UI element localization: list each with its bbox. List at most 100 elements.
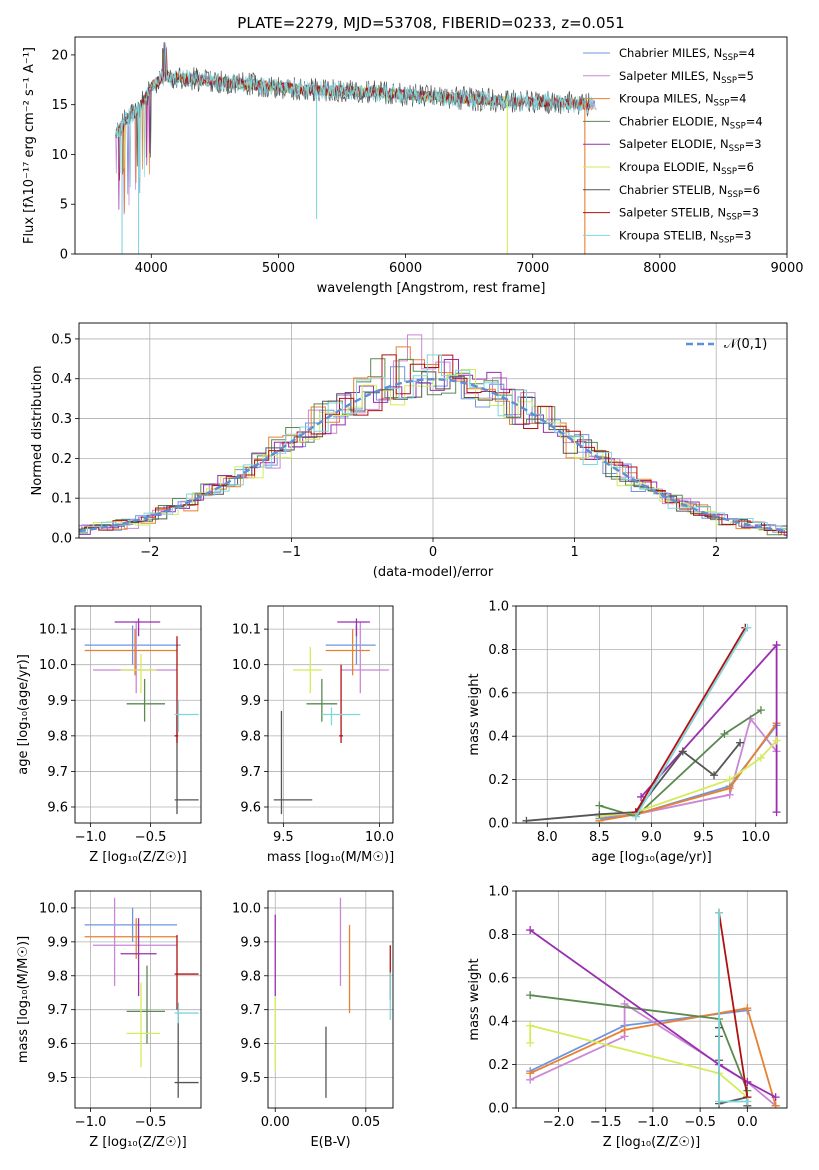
errorbars bbox=[273, 618, 390, 815]
legend-sub: SSP bbox=[730, 121, 746, 131]
errorbar-salpeter-stelib bbox=[339, 664, 343, 743]
legend-count: =3 bbox=[742, 206, 759, 220]
y-tick-label: 15 bbox=[51, 98, 68, 113]
legend-sub: SSP bbox=[726, 213, 742, 223]
weight-lines bbox=[526, 908, 780, 1108]
legend-name: Kroupa ELODIE, N bbox=[619, 160, 721, 174]
series-kroupa-miles bbox=[595, 719, 781, 823]
point-marker bbox=[526, 991, 535, 1000]
x-axis-label: (data-model)/error bbox=[373, 565, 494, 580]
legend-entry: Kroupa STELIB, NSSP=3 bbox=[619, 228, 751, 245]
y-axis-label: mass [log₁₀(M/M☉)] bbox=[16, 936, 31, 1063]
point-marker bbox=[743, 1097, 752, 1106]
x-axis-label: wavelength [Angstrom, rest frame] bbox=[317, 281, 546, 296]
errorbars bbox=[84, 897, 199, 1098]
y-tick-label: 0.4 bbox=[488, 1015, 509, 1030]
point-marker bbox=[595, 810, 604, 819]
legend-entry: Salpeter MILES, NSSP=5 bbox=[619, 69, 754, 86]
legend-name: Chabrier MILES, N bbox=[619, 46, 722, 60]
y-tick-label: 9.6 bbox=[240, 800, 261, 815]
x-axis-label: Z [log₁₀(Z/Z☉)] bbox=[89, 1135, 186, 1150]
x-tick-label: −1 bbox=[282, 545, 301, 560]
x-tick-label: 0.0 bbox=[737, 1115, 758, 1130]
point-marker bbox=[620, 1025, 629, 1034]
y-tick-label: 0.2 bbox=[488, 773, 509, 788]
legend-sub: SSP bbox=[719, 235, 735, 245]
errorbar-kroupa-elodie bbox=[126, 982, 161, 1068]
legend-label: 𝒩(0,1) bbox=[724, 337, 767, 352]
point-marker bbox=[725, 784, 734, 793]
histogram-salpeter-elodie bbox=[79, 359, 787, 536]
x-tick-label: −2 bbox=[140, 545, 159, 560]
y-tick-label: 0.1 bbox=[51, 492, 72, 507]
y-tick-label: 0.4 bbox=[488, 730, 509, 745]
errorbars bbox=[84, 618, 199, 815]
y-tick-label: 9.8 bbox=[240, 729, 261, 744]
point-marker bbox=[772, 736, 781, 745]
plot-frame bbox=[267, 605, 394, 824]
point-marker bbox=[526, 1021, 535, 1030]
y-tick-label: 0.2 bbox=[51, 452, 72, 467]
legend-count: =6 bbox=[737, 160, 754, 174]
series-line bbox=[529, 929, 777, 1098]
y-tick-label: 0.0 bbox=[488, 817, 509, 832]
x-tick-label: −0.5 bbox=[684, 1115, 716, 1130]
series-line bbox=[529, 1007, 777, 1107]
point-marker bbox=[772, 808, 781, 817]
errorbars bbox=[274, 897, 391, 1098]
series-line bbox=[635, 627, 749, 817]
legend-entry: Chabrier ELODIE, NSSP=4 bbox=[619, 114, 763, 131]
histograms bbox=[79, 334, 787, 536]
legend-count: =4 bbox=[746, 114, 763, 128]
x-axis-label: Z [log₁₀(Z/Z☉)] bbox=[603, 1135, 700, 1150]
point-marker bbox=[526, 1069, 535, 1078]
series-line bbox=[599, 724, 778, 820]
x-tick-label: 4000 bbox=[135, 261, 168, 276]
y-tick-label: 9.9 bbox=[240, 694, 261, 709]
point-marker bbox=[771, 1093, 780, 1102]
histogram-kroupa-stelib bbox=[79, 354, 787, 533]
x-tick-label: 8000 bbox=[643, 261, 676, 276]
series-line bbox=[599, 709, 762, 818]
spectrum-salpeter-stelib bbox=[115, 47, 591, 181]
point-marker bbox=[771, 1101, 780, 1108]
series-line bbox=[599, 722, 778, 822]
y-tick-label: 9.8 bbox=[240, 969, 261, 984]
series-line bbox=[599, 739, 778, 818]
y-tick-label: 10 bbox=[51, 148, 68, 163]
series-chabrier-elodie bbox=[595, 706, 765, 821]
legend-name: Kroupa STELIB, N bbox=[619, 228, 719, 242]
point-marker bbox=[756, 706, 765, 715]
errorbar-salpeter-elodie bbox=[337, 618, 370, 637]
residuals-panel: −2 −1 0 1 2 0.0 0.1 0.2 0.3 0.4 0.5 (data-model)/er… bbox=[30, 322, 788, 580]
y-tick-label: 10.1 bbox=[39, 623, 68, 638]
y-tick-label: 9.6 bbox=[47, 800, 68, 815]
x-tick-label: −1.0 bbox=[75, 1115, 107, 1130]
errorbar-salpeter-stelib bbox=[174, 935, 199, 1010]
errorbar-kroupa-elodie bbox=[120, 654, 157, 694]
y-tick-label: 9.6 bbox=[240, 1037, 261, 1052]
point-marker bbox=[756, 753, 765, 762]
y-tick-label: 10.0 bbox=[232, 658, 261, 673]
y-tick-label: 1.0 bbox=[488, 600, 509, 615]
series-line bbox=[718, 912, 749, 1098]
chart-title: PLATE=2279, MJD=53708, FIBERID=0233, z=0… bbox=[237, 14, 624, 32]
y-axis-label: age [log₁₀(age/yr)] bbox=[16, 654, 31, 775]
y-axis-label: mass weight bbox=[467, 673, 482, 755]
x-axis-label: E(B-V) bbox=[310, 1135, 350, 1150]
y-tick-label: 9.7 bbox=[47, 765, 68, 780]
mass-vs-extinction-panel: 0.00 0.05 9.5 9.6 9.7 9.8 9.9 10.0 E(B-V) bbox=[232, 890, 394, 1150]
legend-name: Salpeter ELODIE, N bbox=[619, 137, 729, 151]
y-tick-label: 9.8 bbox=[47, 969, 68, 984]
errorbar-salpeter-elodie bbox=[120, 918, 157, 997]
spectrum-lines bbox=[115, 42, 597, 254]
point-marker bbox=[678, 747, 687, 756]
errorbar-kroupa-stelib bbox=[321, 707, 361, 726]
y-tick-label: 9.7 bbox=[47, 1003, 68, 1018]
x-tick-label: 10.0 bbox=[741, 830, 770, 845]
plot-frame bbox=[74, 890, 202, 1109]
x-tick-label: 10.0 bbox=[365, 830, 394, 845]
x-tick-label: −0.5 bbox=[135, 830, 167, 845]
series-line bbox=[635, 627, 747, 813]
mass-vs-metallicity-panel: −1.0 −0.5 9.5 9.6 9.7 9.8 9.9 10.0 Z [log₁₀(Z/Z☉… bbox=[16, 890, 202, 1150]
